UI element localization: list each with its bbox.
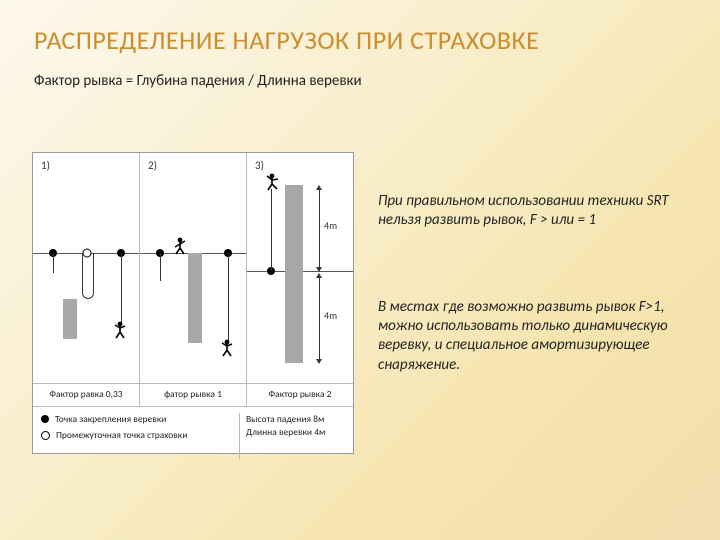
- panel-number: 3): [255, 159, 264, 172]
- panel3-info-line: Высота падения 8м: [246, 413, 345, 426]
- arrow-head-icon: [316, 359, 322, 364]
- climber-icon: [113, 321, 127, 339]
- dimension-label: 4m: [324, 309, 337, 322]
- arrow-head-icon: [316, 273, 322, 278]
- dimension-label: 4m: [324, 219, 337, 232]
- rope: [121, 253, 122, 325]
- panel-caption: Фактор равка 0,33: [33, 384, 140, 406]
- climber-icon: [220, 339, 234, 357]
- slide-title: РАСПРЕДЕЛЕНИЕ НАГРУЗОК ПРИ СТРАХОВКЕ: [0, 0, 720, 56]
- rope: [82, 253, 94, 299]
- rope: [228, 253, 229, 343]
- caption-row: Фактор равка 0,33 фатор рывка 1 Фактор р…: [33, 383, 353, 407]
- arrow-head-icon: [316, 185, 322, 190]
- legend-label: Точка закрепления веревки: [55, 413, 166, 425]
- fall-distance-bar: [188, 253, 202, 343]
- filled-dot-icon: [41, 415, 49, 423]
- body-paragraph-2: В местах где возможно развить рывок F>1,…: [378, 298, 696, 375]
- legend-item-open: Промежуточная точка страховки: [41, 429, 239, 441]
- open-dot-icon: [41, 431, 50, 440]
- legend-item-filled: Точка закрепления веревки: [41, 413, 239, 425]
- legend: Точка закрепления веревки Промежуточная …: [33, 407, 353, 459]
- panel-3: 3) 4m 4m: [247, 153, 353, 383]
- rope: [160, 253, 161, 281]
- body-paragraph-1: При правильном использовании техники SRT…: [378, 192, 696, 230]
- panel-1: 1): [33, 153, 140, 383]
- dimension-arrow: [319, 187, 320, 269]
- fall-factor-diagram: 1) 2): [32, 152, 354, 454]
- panel3-info-line: Длинна веревки 4м: [246, 426, 345, 439]
- panel-number: 2): [148, 159, 157, 172]
- rope: [271, 189, 272, 271]
- panel-caption: Фактор рывка 2: [247, 384, 353, 406]
- panel-2: 2): [140, 153, 247, 383]
- legend-label: Промежуточная точка страховки: [56, 429, 187, 441]
- dimension-arrow: [319, 275, 320, 361]
- slide: РАСПРЕДЕЛЕНИЕ НАГРУЗОК ПРИ СТРАХОВКЕ Фак…: [0, 0, 720, 540]
- panel-caption: фатор рывка 1: [140, 384, 247, 406]
- arrow-head-icon: [316, 267, 322, 272]
- fall-distance-bar: [63, 299, 77, 339]
- formula-text: Фактор рывка = Глубина падения / Длинна …: [0, 56, 720, 90]
- fall-distance-bar: [285, 185, 303, 363]
- diagram-panels: 1) 2): [33, 153, 353, 383]
- panel-number: 1): [41, 159, 50, 172]
- climber-icon: [173, 237, 187, 255]
- rope: [53, 253, 54, 273]
